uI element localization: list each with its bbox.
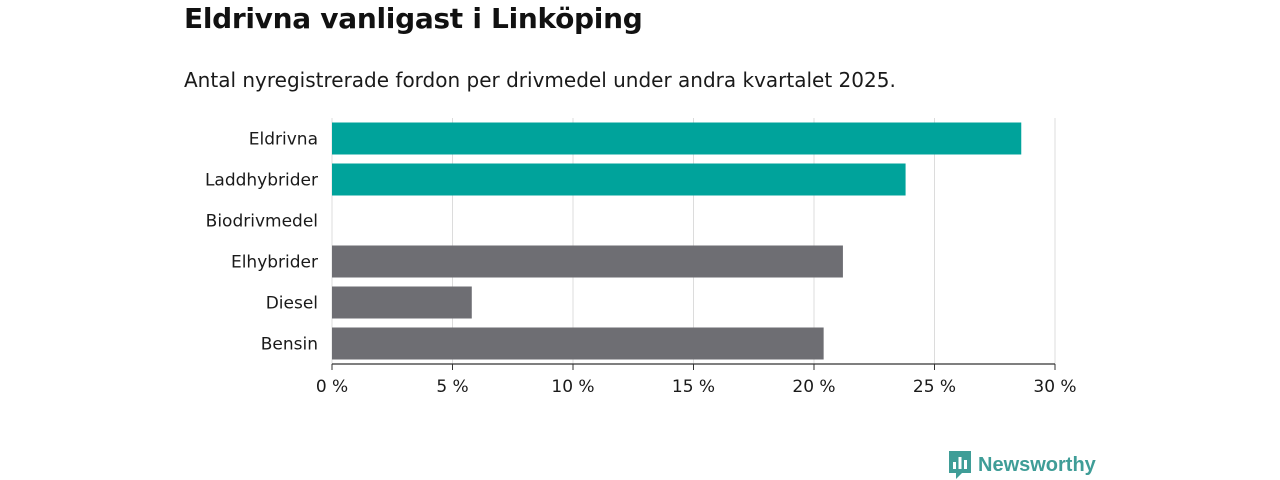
x-axis: 0 % 5 % 10 % 15 % 20 % 25 % 30 %: [316, 363, 1077, 397]
y-axis-labels: Eldrivna Laddhybrider Biodrivmedel Elhybrid…: [205, 130, 318, 355]
bars: [332, 122, 1022, 360]
bar-diesel: [332, 286, 472, 319]
x-tick-label: 30 %: [1033, 377, 1076, 397]
category-label: Diesel: [266, 294, 318, 314]
x-tick-label: 25 %: [913, 377, 956, 397]
grid-lines: [331, 118, 1056, 364]
bar-elhybrider: [332, 245, 843, 278]
x-tick-label: 5 %: [436, 377, 468, 397]
chart-title: Eldrivna vanligast i Linköping: [184, 2, 643, 35]
x-tick-label: 15 %: [672, 377, 715, 397]
newsworthy-logo-icon: [949, 451, 971, 479]
x-tick-label: 20 %: [792, 377, 835, 397]
bar-laddhybrider: [332, 163, 906, 196]
newsworthy-logo: Newsworthy: [948, 450, 1096, 480]
chart-subtitle: Antal nyregistrerade fordon per drivmede…: [184, 68, 896, 92]
x-tick-label: 10 %: [551, 377, 594, 397]
category-label: Elhybrider: [231, 253, 318, 273]
bar-bensin: [332, 327, 824, 360]
category-label: Laddhybrider: [205, 171, 318, 191]
x-tick-label: 0 %: [316, 377, 348, 397]
category-label: Biodrivmedel: [206, 212, 318, 232]
brand-name: Newsworthy: [978, 453, 1096, 476]
category-label: Bensin: [261, 335, 318, 355]
category-label: Eldrivna: [249, 130, 318, 150]
bar-eldrivna: [332, 122, 1022, 155]
